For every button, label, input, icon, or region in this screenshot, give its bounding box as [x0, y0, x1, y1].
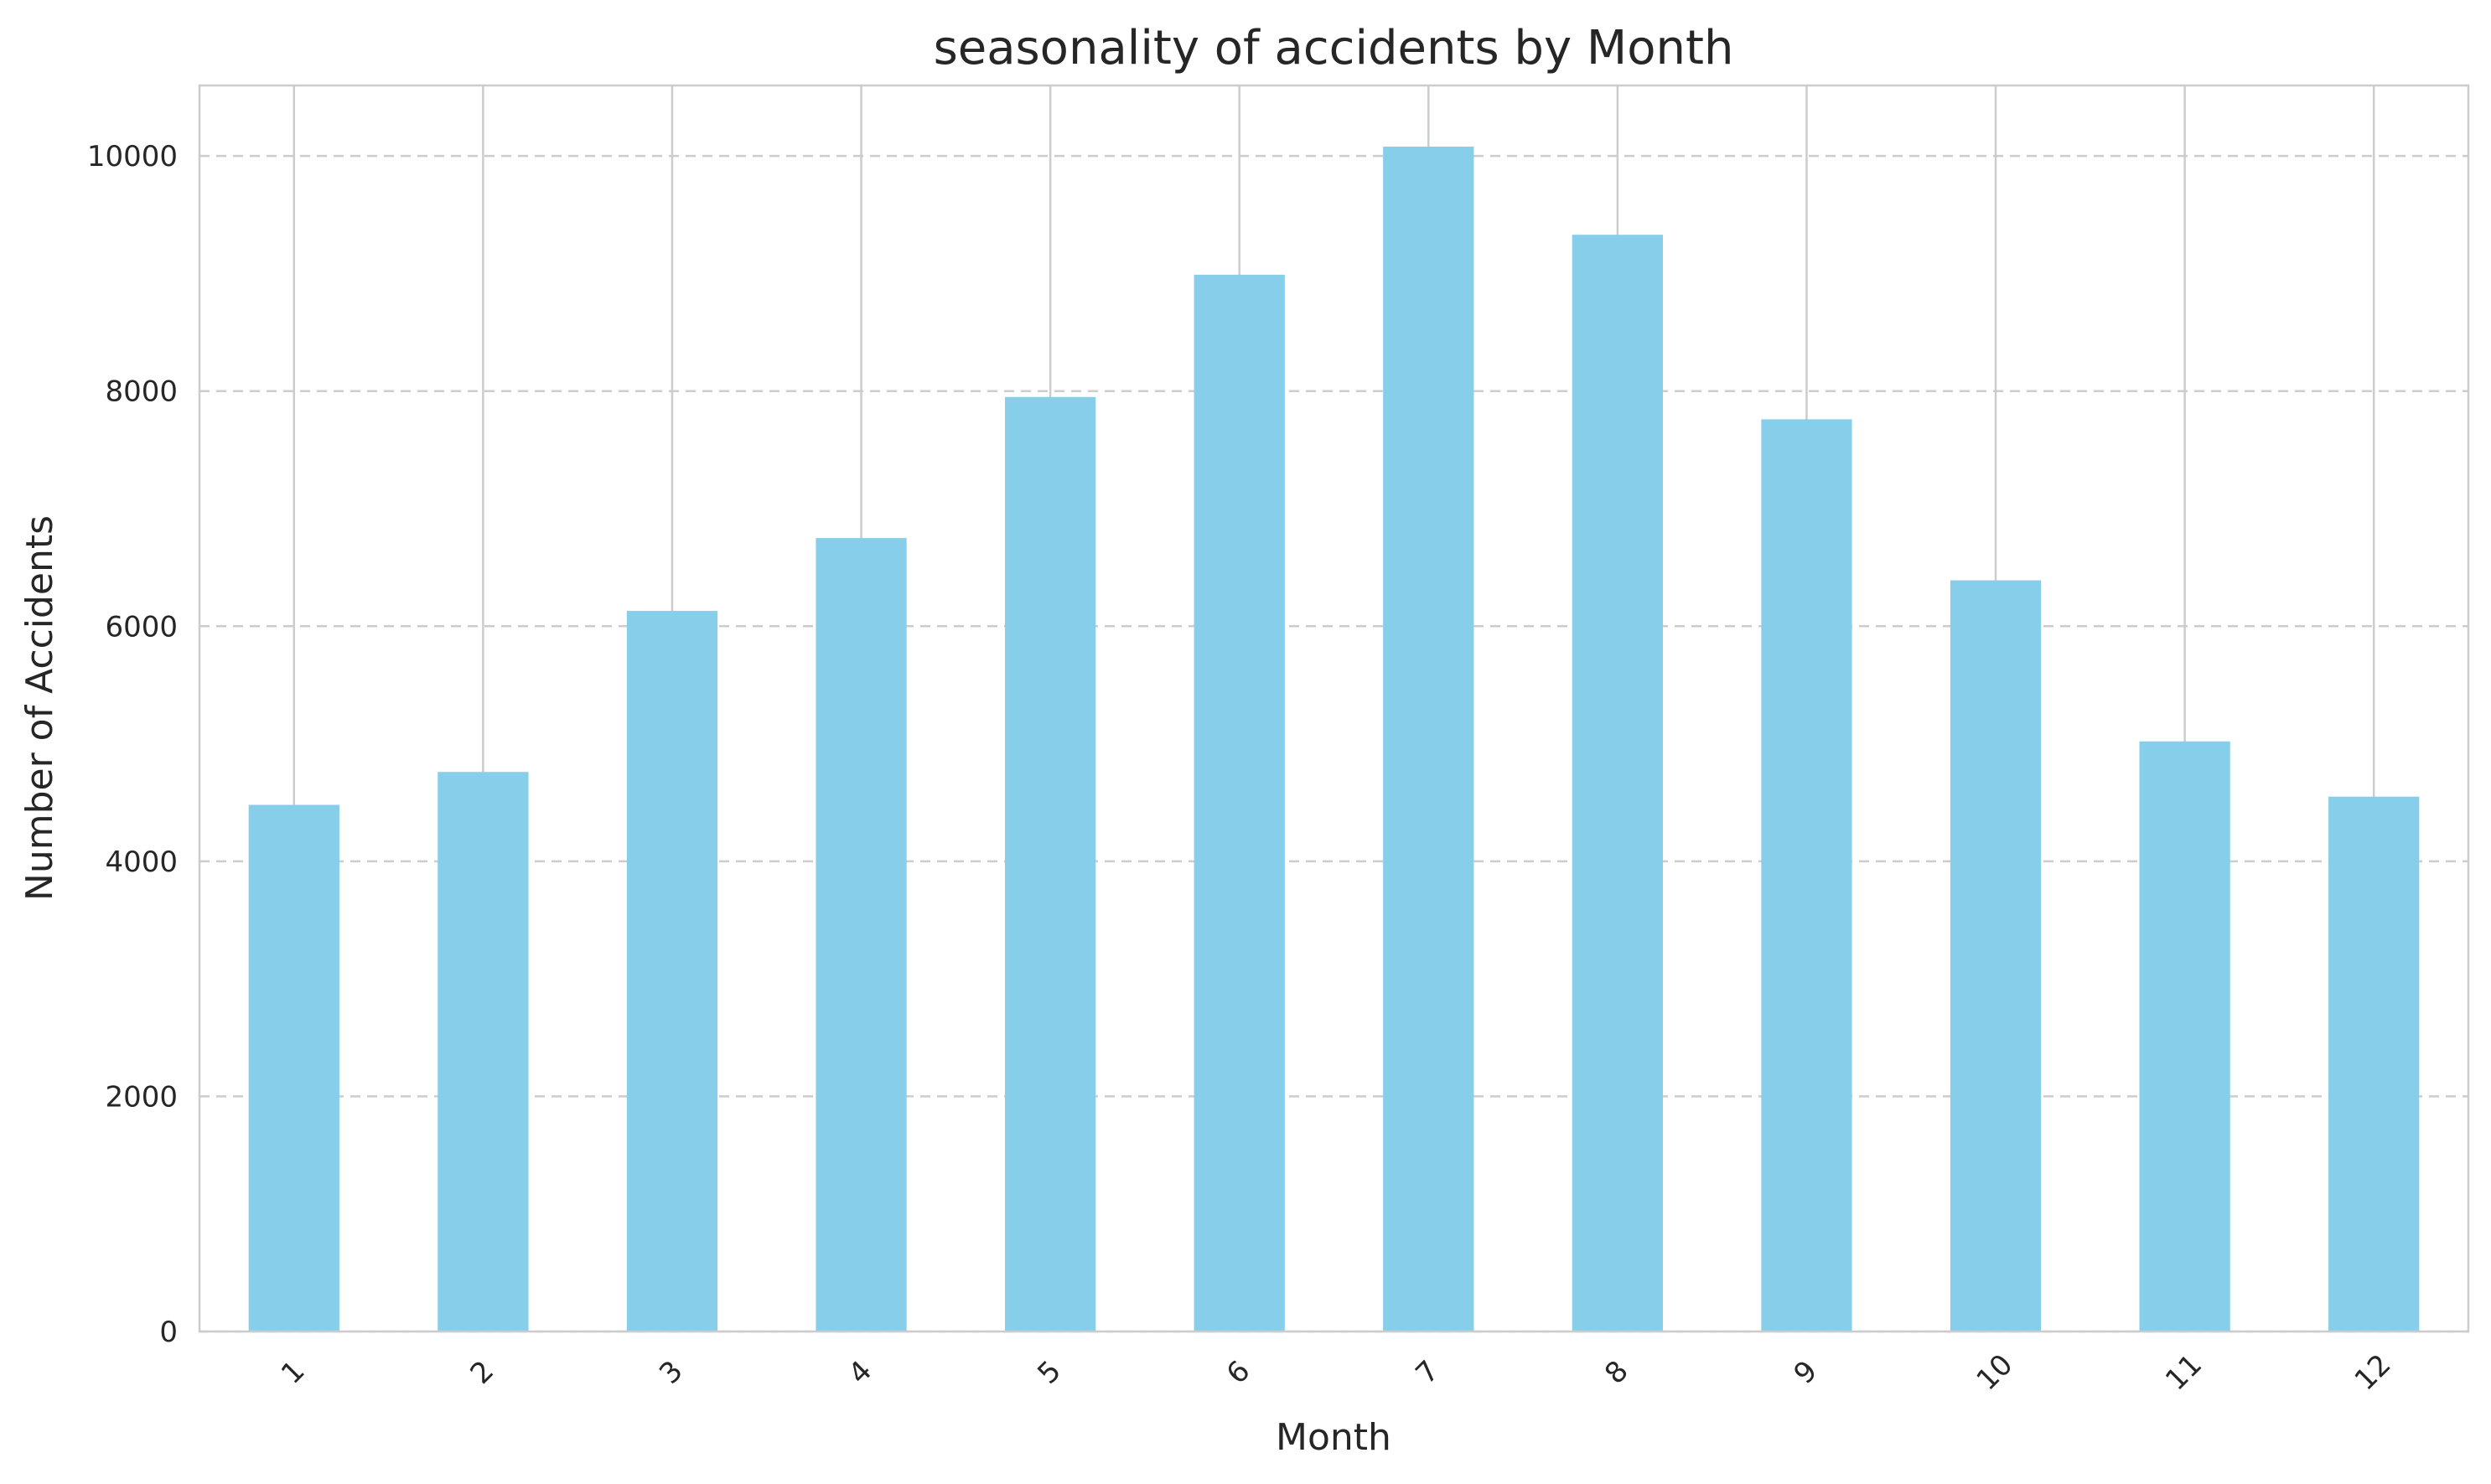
bar-month-3: [626, 611, 718, 1331]
bar-month-12: [2328, 796, 2420, 1331]
bar-month-9: [1761, 419, 1852, 1331]
y-axis-title: Number of Accidents: [18, 515, 61, 901]
y-tick-label: 2000: [105, 1080, 178, 1114]
bar-month-5: [1004, 396, 1096, 1331]
plot-frame: [198, 84, 2470, 1333]
bar-month-6: [1194, 274, 1285, 1331]
bar-month-7: [1383, 146, 1474, 1332]
y-tick-label: 0: [159, 1316, 178, 1349]
chart-title: seasonality of accidents by Month: [934, 21, 1734, 75]
y-tick-label: 6000: [105, 610, 178, 644]
x-axis-title: Month: [1276, 1416, 1391, 1459]
y-tick-label: 10000: [87, 140, 178, 173]
bars-layer: [248, 146, 2420, 1332]
y-tick-labels: 0 2000 4000 6000 8000 10000: [87, 140, 178, 1349]
bar-month-1: [248, 804, 339, 1331]
bar-month-2: [438, 772, 529, 1331]
y-tick-label: 4000: [105, 845, 178, 879]
y-tick-label: 8000: [105, 375, 178, 409]
bar-month-8: [1572, 235, 1664, 1331]
bar-month-10: [1950, 580, 2042, 1331]
bar-month-4: [816, 538, 907, 1331]
bar-month-11: [2139, 741, 2230, 1331]
